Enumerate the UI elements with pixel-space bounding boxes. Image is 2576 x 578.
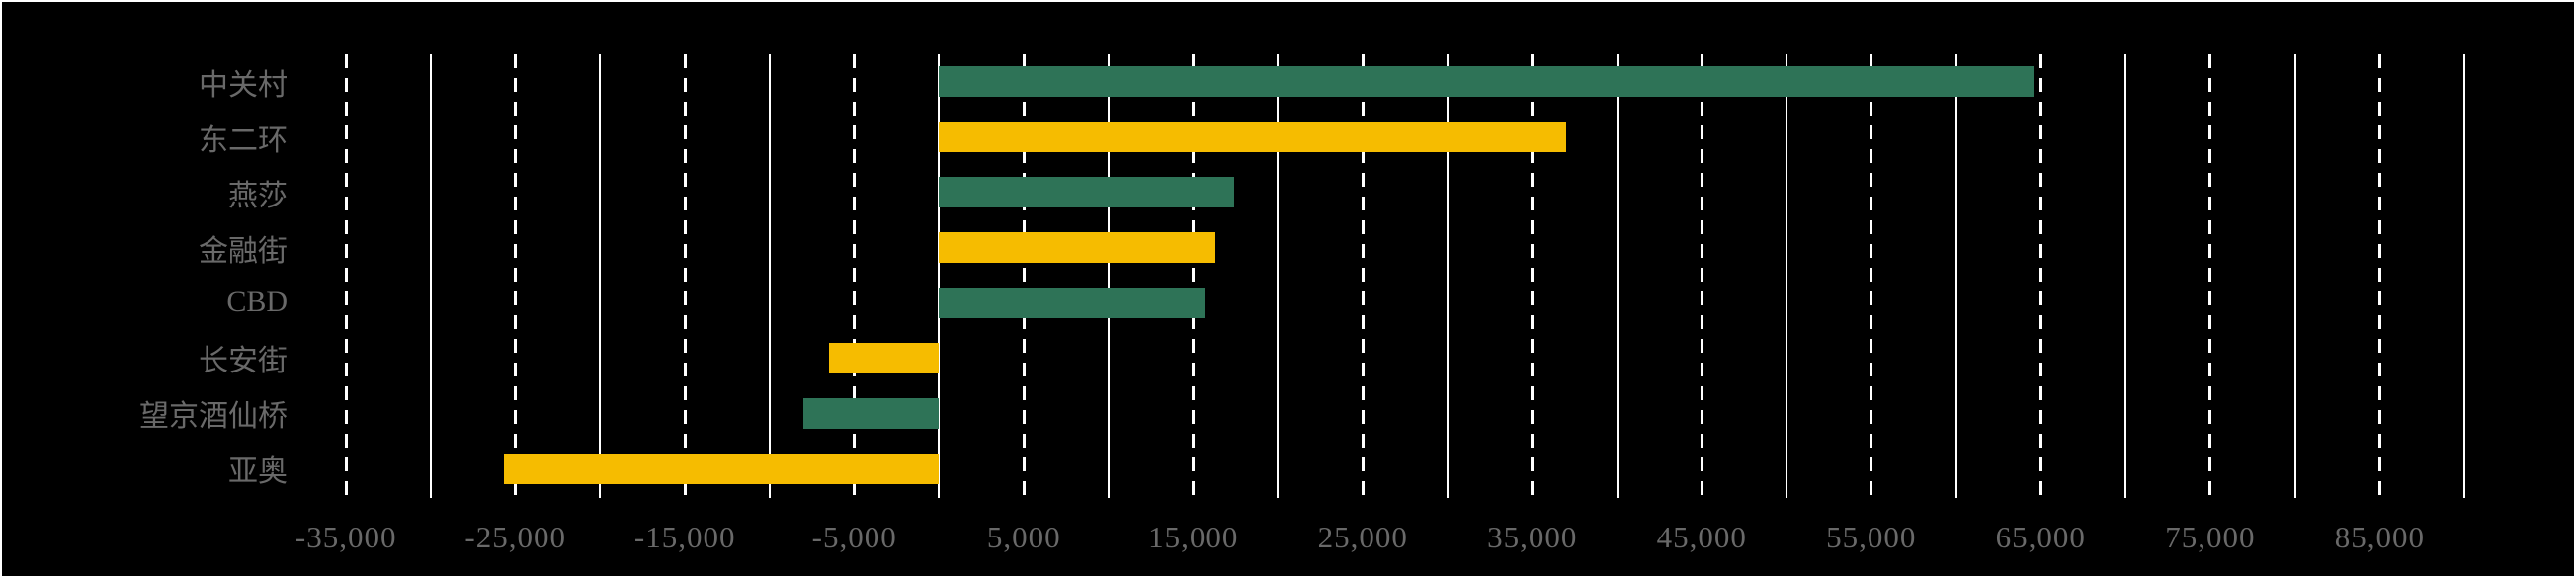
bar-1-东二环 [939, 122, 1567, 153]
bar-3-金融街 [939, 232, 1216, 264]
x-axis-tick-label: 15,000 [1148, 520, 1239, 554]
y-axis-label: CBD [226, 286, 288, 319]
x-axis-tick-label: 55,000 [1826, 520, 1917, 554]
x-axis-tick-label: 25,000 [1317, 520, 1408, 554]
gridline-dashed [1192, 54, 1196, 498]
x-axis-tick-label: -5,000 [811, 520, 897, 554]
gridline-solid [1954, 54, 1957, 498]
bar-6-望京酒仙桥 [803, 397, 940, 429]
gridline-solid [1786, 54, 1788, 498]
x-axis-tick-label: 65,000 [1995, 520, 2086, 554]
y-axis-label: 望京酒仙桥 [139, 400, 288, 434]
gridline-solid [2463, 54, 2466, 498]
gridline-solid [1107, 54, 1110, 498]
bar-5-长安街 [828, 342, 940, 373]
gridline-dashed [2038, 54, 2042, 498]
gridline-solid [2293, 54, 2296, 498]
x-axis-tick-label: 85,000 [2334, 520, 2425, 554]
gridline-solid [1447, 54, 1449, 498]
gridline-dashed [1700, 54, 1703, 498]
x-axis-tick-label: -25,000 [464, 520, 566, 554]
gridline-dashed [344, 54, 348, 498]
gridline-dashed [2377, 54, 2381, 498]
gridline-solid [768, 54, 771, 498]
x-axis-tick-label: 45,000 [1656, 520, 1747, 554]
gridline-dashed [1022, 54, 1026, 498]
gridline-solid [1277, 54, 1280, 498]
y-axis-label: 中关村 [199, 68, 288, 102]
y-axis-label: 东二环 [199, 124, 288, 157]
gridline-dashed [1531, 54, 1535, 498]
y-axis-label: 亚奥 [228, 455, 288, 489]
gridline-solid [599, 54, 602, 498]
y-axis-label: 燕莎 [228, 179, 288, 212]
gridline-dashed [1870, 54, 1873, 498]
x-axis-tick-label: 35,000 [1487, 520, 1578, 554]
bar-4-CBD [939, 287, 1205, 318]
gridline-dashed [514, 54, 518, 498]
bar-7-亚奥 [503, 453, 940, 484]
gridline-dashed [2208, 54, 2212, 498]
gridline-dashed [683, 54, 687, 498]
x-axis-tick-label: -15,000 [633, 520, 736, 554]
y-axis-label: 金融街 [199, 234, 288, 268]
bar-0-中关村 [939, 66, 2035, 98]
bar-2-燕莎 [939, 177, 1234, 208]
gridline-dashed [853, 54, 857, 498]
gridline-solid [1616, 54, 1619, 498]
x-axis-tick-label: -35,000 [294, 520, 397, 554]
x-axis-tick-label: 75,000 [2165, 520, 2256, 554]
gridline-dashed [1361, 54, 1365, 498]
gridline-solid [2124, 54, 2127, 498]
zero-axis-gridline [938, 54, 941, 498]
x-axis-tick-label: 5,000 [986, 520, 1061, 554]
y-axis-label: 长安街 [199, 345, 288, 378]
gridline-solid [429, 54, 432, 498]
